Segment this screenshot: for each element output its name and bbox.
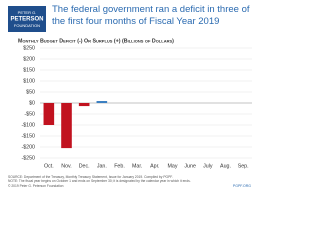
chart-subtitle: Monthly Budget Deficit (-) Or Surplus (+… [18,38,174,44]
copyright: © 2019 Peter G. Peterson Foundation [8,184,64,188]
logo-box [8,6,46,32]
source: SOURCE: Department of the Treasury, Mont… [8,175,173,179]
y-tick-label: -$250 [21,155,35,161]
logo-text: PETERSON [10,17,43,23]
x-tick-label: Jan. [97,163,107,169]
logo-text: FOUNDATION [14,23,40,28]
x-tick-label: Oct. [44,163,54,169]
bar [96,101,108,103]
y-tick-label: $150 [23,67,35,73]
x-tick-label: Aug. [220,163,231,169]
title-box: The federal government ran a deficit in … [52,4,250,27]
x-tick-label: Dec. [79,163,90,169]
x-tick-label: June [184,163,196,169]
y-tick-label: -$50 [24,111,35,117]
x-tick-label: Feb. [114,163,125,169]
y-tick-label: -$100 [21,122,35,128]
y-tick-label: $200 [23,56,35,62]
bar [43,103,55,125]
x-tick-label: Apr. [150,163,159,169]
y-tick-label: $250 [23,45,35,51]
logo-text: PETER G. [18,10,37,15]
x-tick-label: Mar. [132,163,142,169]
url: PGPF.ORG [233,184,251,188]
x-tick-label: Sep. [238,163,249,169]
bar [78,103,90,107]
bar [61,103,72,149]
y-tick-label: -$150 [21,133,35,139]
y-tick-label: $100 [23,78,35,84]
chart: PETER G. PETERSON FOUNDATION The federal… [8,4,252,188]
x-tick-label: May [167,163,177,169]
x-tick-label: Nov. [61,163,72,169]
chart-title: The federal government ran a deficit in … [52,4,250,27]
x-tick-label: July [203,163,213,169]
y-tick-label: $0 [29,100,35,106]
note: NOTE: The fiscal year begins on October … [8,179,191,183]
y-tick-label: $50 [26,89,35,95]
y-tick-label: -$200 [21,144,35,150]
